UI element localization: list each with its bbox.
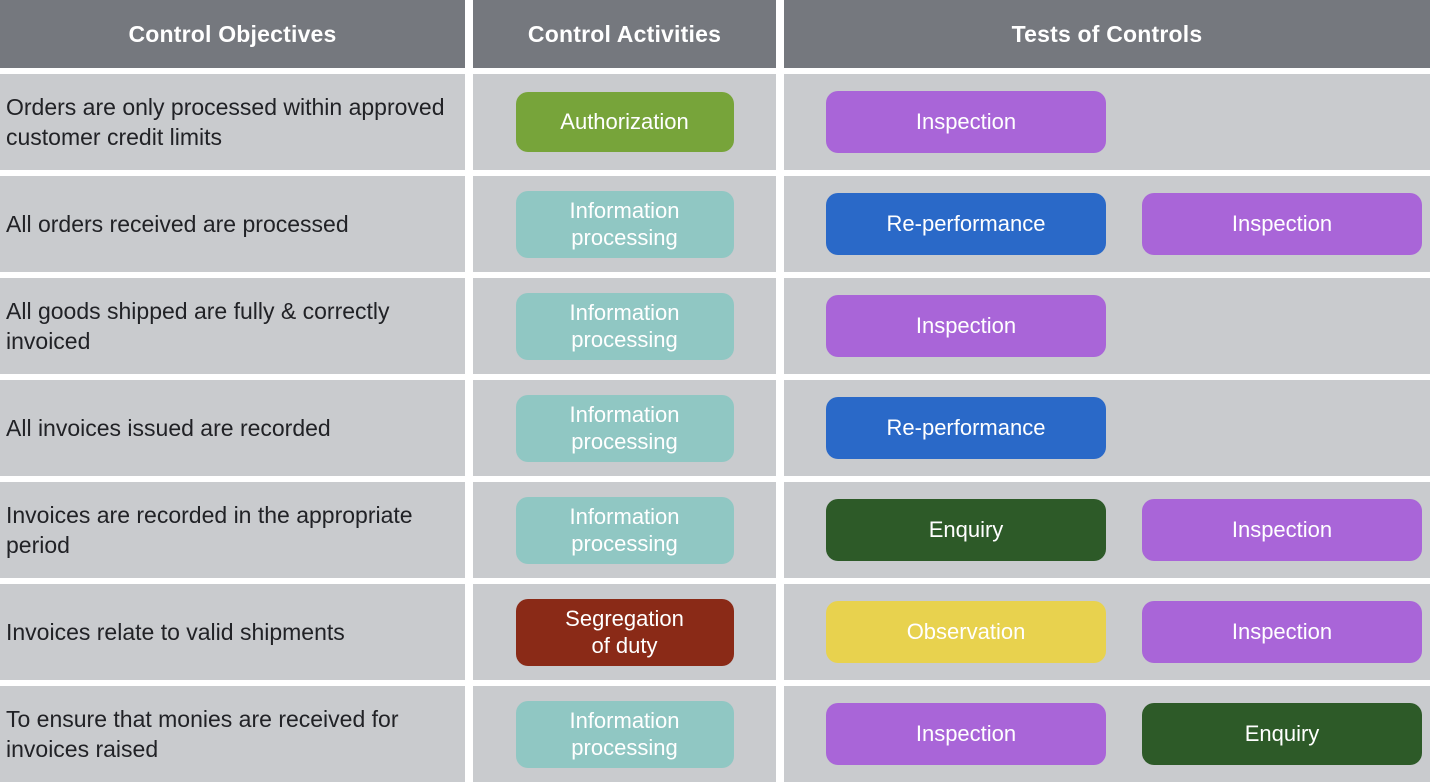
tests-cell: Observation Inspection — [784, 584, 1430, 680]
objective-text: Invoices are recorded in the appropriate… — [6, 501, 413, 558]
test-pill: Enquiry — [826, 499, 1106, 561]
table-row: To ensure that monies are received for i… — [0, 686, 1430, 782]
header-control-activities: Control Activities — [473, 0, 776, 68]
table-row: All invoices issued are recorded Informat… — [0, 380, 1430, 476]
table-row: Invoices relate to valid shipments Segreg… — [0, 584, 1430, 680]
objective-cell: Invoices relate to valid shipments — [0, 584, 465, 680]
activity-cell: Authorization — [473, 74, 776, 170]
tests-cell: Re-performance Inspection — [784, 176, 1430, 272]
table-row: Invoices are recorded in the appropriate… — [0, 482, 1430, 578]
test-pill: Re-performance — [826, 193, 1106, 255]
test-pill: Re-performance — [826, 397, 1106, 459]
table-row: Orders are only processed within approve… — [0, 74, 1430, 170]
test-pill: Observation — [826, 601, 1106, 663]
objective-cell: All goods shipped are fully & correctly … — [0, 278, 465, 374]
header-tests-of-controls: Tests of Controls — [784, 0, 1430, 68]
objective-cell: Invoices are recorded in the appropriate… — [0, 482, 465, 578]
activity-cell: Segregation of duty — [473, 584, 776, 680]
test-pill: Enquiry — [1142, 703, 1422, 765]
activity-cell: Information processing — [473, 278, 776, 374]
objective-text: All orders received are processed — [6, 210, 349, 237]
activity-pill: Information processing — [515, 496, 734, 564]
objective-text: Invoices relate to valid shipments — [6, 618, 345, 645]
table-row: All goods shipped are fully & correctly … — [0, 278, 1430, 374]
objective-text: All invoices issued are recorded — [6, 414, 331, 441]
activity-cell: Information processing — [473, 482, 776, 578]
activity-pill: Authorization — [515, 92, 734, 152]
test-pill: Inspection — [826, 295, 1106, 357]
test-pill: Inspection — [826, 703, 1106, 765]
objective-cell: All invoices issued are recorded — [0, 380, 465, 476]
activity-pill: Segregation of duty — [515, 598, 734, 666]
table-header: Control Objectives Control Activities Te… — [0, 0, 1430, 68]
test-pill: Inspection — [1142, 499, 1422, 561]
tests-cell: Enquiry Inspection — [784, 482, 1430, 578]
tests-cell: Re-performance — [784, 380, 1430, 476]
objective-cell: All orders received are processed — [0, 176, 465, 272]
objective-cell: To ensure that monies are received for i… — [0, 686, 465, 782]
tests-cell: Inspection Enquiry — [784, 686, 1430, 782]
test-pill: Inspection — [1142, 193, 1422, 255]
tests-cell: Inspection — [784, 278, 1430, 374]
objective-cell: Orders are only processed within approve… — [0, 74, 465, 170]
header-control-objectives: Control Objectives — [0, 0, 465, 68]
test-pill: Inspection — [1142, 601, 1422, 663]
activity-pill: Information processing — [515, 394, 734, 462]
activity-cell: Information processing — [473, 686, 776, 782]
table-row: All orders received are processed Informa… — [0, 176, 1430, 272]
activity-cell: Information processing — [473, 380, 776, 476]
test-pill: Inspection — [826, 91, 1106, 153]
tests-cell: Inspection — [784, 74, 1430, 170]
activity-pill: Information processing — [515, 292, 734, 360]
objective-text: Orders are only processed within approve… — [6, 93, 445, 150]
activity-cell: Information processing — [473, 176, 776, 272]
activity-pill: Information processing — [515, 190, 734, 258]
objective-text: To ensure that monies are received for i… — [6, 705, 399, 762]
activity-pill: Information processing — [515, 700, 734, 768]
objective-text: All goods shipped are fully & correctly … — [6, 297, 390, 354]
